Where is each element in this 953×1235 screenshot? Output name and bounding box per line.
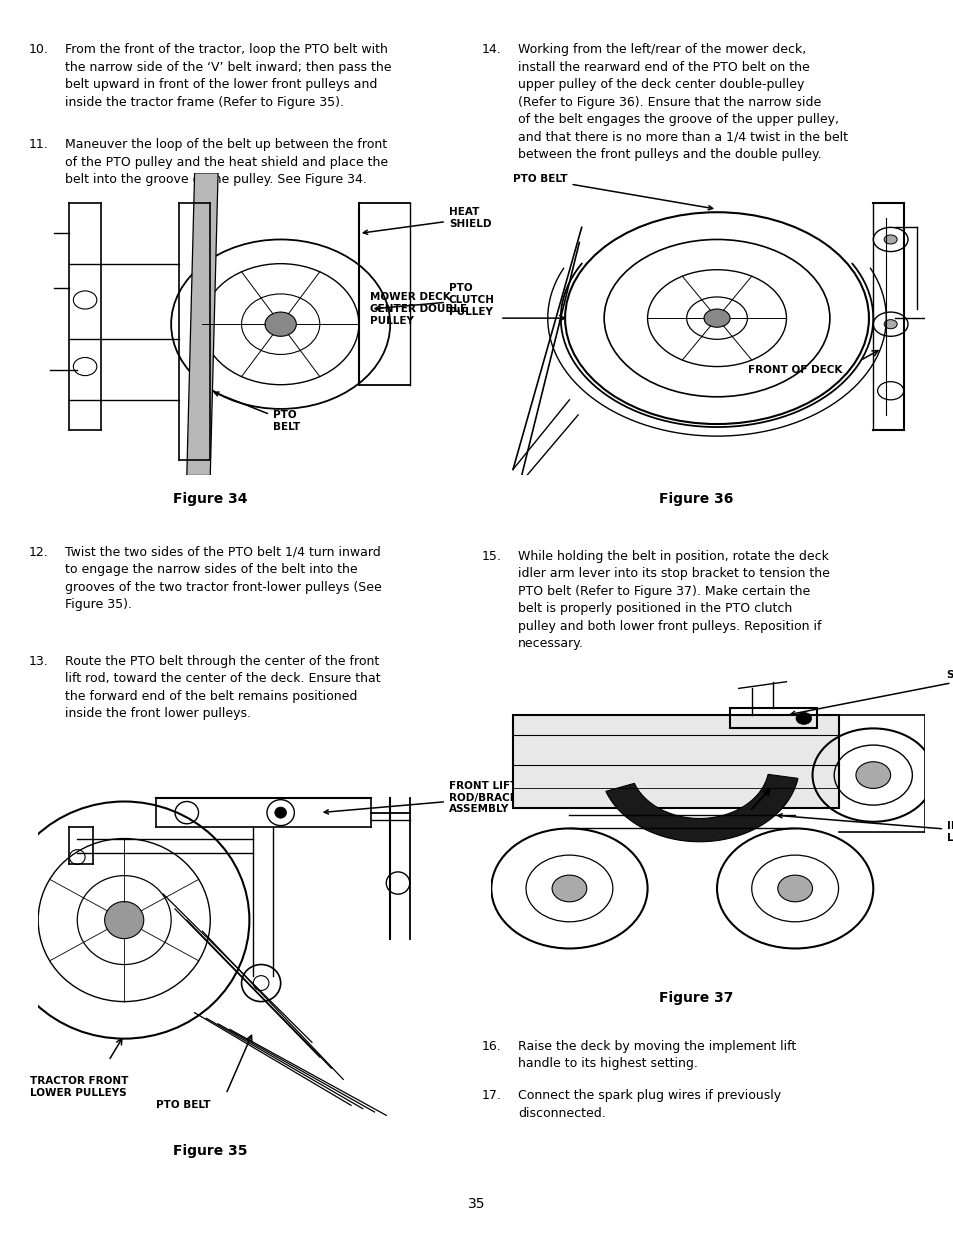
Text: PTO
CLUTCH
PULLEY: PTO CLUTCH PULLEY <box>375 283 495 316</box>
Text: Maneuver the loop of the belt up between the front
of the PTO pulley and the hea: Maneuver the loop of the belt up between… <box>65 138 388 186</box>
Text: TRACTOR FRONT
LOWER PULLEYS: TRACTOR FRONT LOWER PULLEYS <box>30 1076 129 1098</box>
Text: FRONT LIFT
ROD/BRACKET
ASSEMBLY: FRONT LIFT ROD/BRACKET ASSEMBLY <box>324 782 532 814</box>
Text: Connect the spark plug wires if previously
disconnected.: Connect the spark plug wires if previous… <box>517 1089 781 1120</box>
Circle shape <box>105 902 144 939</box>
Text: Figure 36: Figure 36 <box>659 492 733 506</box>
Text: STOP BRACKET: STOP BRACKET <box>790 671 953 715</box>
Text: HEAT
SHIELD: HEAT SHIELD <box>363 207 491 235</box>
Text: Figure 37: Figure 37 <box>659 990 733 1005</box>
Circle shape <box>795 713 811 725</box>
Text: While holding the belt in position, rotate the deck
idler arm lever into its sto: While holding the belt in position, rota… <box>517 550 829 650</box>
Text: Raise the deck by moving the implement lift
handle to its highest setting.: Raise the deck by moving the implement l… <box>517 1040 796 1071</box>
Polygon shape <box>605 774 797 842</box>
Circle shape <box>274 808 286 819</box>
Text: FRONT OF DECK: FRONT OF DECK <box>747 364 841 374</box>
Polygon shape <box>187 173 218 475</box>
Text: IDLER ARM
LEVER: IDLER ARM LEVER <box>777 814 953 842</box>
Circle shape <box>265 312 296 336</box>
Circle shape <box>552 876 586 902</box>
Text: 15.: 15. <box>481 550 501 563</box>
Text: Route the PTO belt through the center of the front
lift rod, toward the center o: Route the PTO belt through the center of… <box>65 655 380 720</box>
Text: Working from the left/rear of the mower deck,
install the rearward end of the PT: Working from the left/rear of the mower … <box>517 43 847 162</box>
Circle shape <box>703 309 729 327</box>
Bar <box>513 715 838 809</box>
Text: 11.: 11. <box>29 138 49 152</box>
Text: Twist the two sides of the PTO belt 1/4 turn inward
to engage the narrow sides o: Twist the two sides of the PTO belt 1/4 … <box>65 546 381 611</box>
Text: 35: 35 <box>468 1197 485 1212</box>
Text: 16.: 16. <box>481 1040 501 1053</box>
Bar <box>729 709 816 729</box>
Circle shape <box>883 235 896 245</box>
Circle shape <box>883 320 896 329</box>
Circle shape <box>777 876 812 902</box>
Text: 12.: 12. <box>29 546 49 559</box>
Text: PTO BELT: PTO BELT <box>513 174 712 210</box>
Text: Figure 35: Figure 35 <box>172 1144 247 1158</box>
Text: 17.: 17. <box>481 1089 501 1103</box>
Text: MOWER DECK
CENTER DOUBLE
PULLEY: MOWER DECK CENTER DOUBLE PULLEY <box>370 293 466 326</box>
Text: Figure 34: Figure 34 <box>172 492 247 506</box>
Text: PTO
BELT: PTO BELT <box>214 391 300 432</box>
Text: 13.: 13. <box>29 655 49 668</box>
Text: PTO BELT: PTO BELT <box>155 1100 210 1110</box>
Circle shape <box>855 762 890 788</box>
Text: 10.: 10. <box>29 43 49 57</box>
Text: 14.: 14. <box>481 43 501 57</box>
Text: From the front of the tractor, loop the PTO belt with
the narrow side of the ‘V’: From the front of the tractor, loop the … <box>65 43 391 109</box>
